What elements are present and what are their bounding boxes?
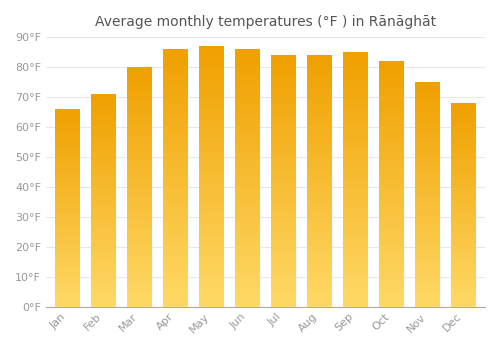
Title: Average monthly temperatures (°F ) in Rānāghāt: Average monthly temperatures (°F ) in Rā…: [95, 15, 436, 29]
